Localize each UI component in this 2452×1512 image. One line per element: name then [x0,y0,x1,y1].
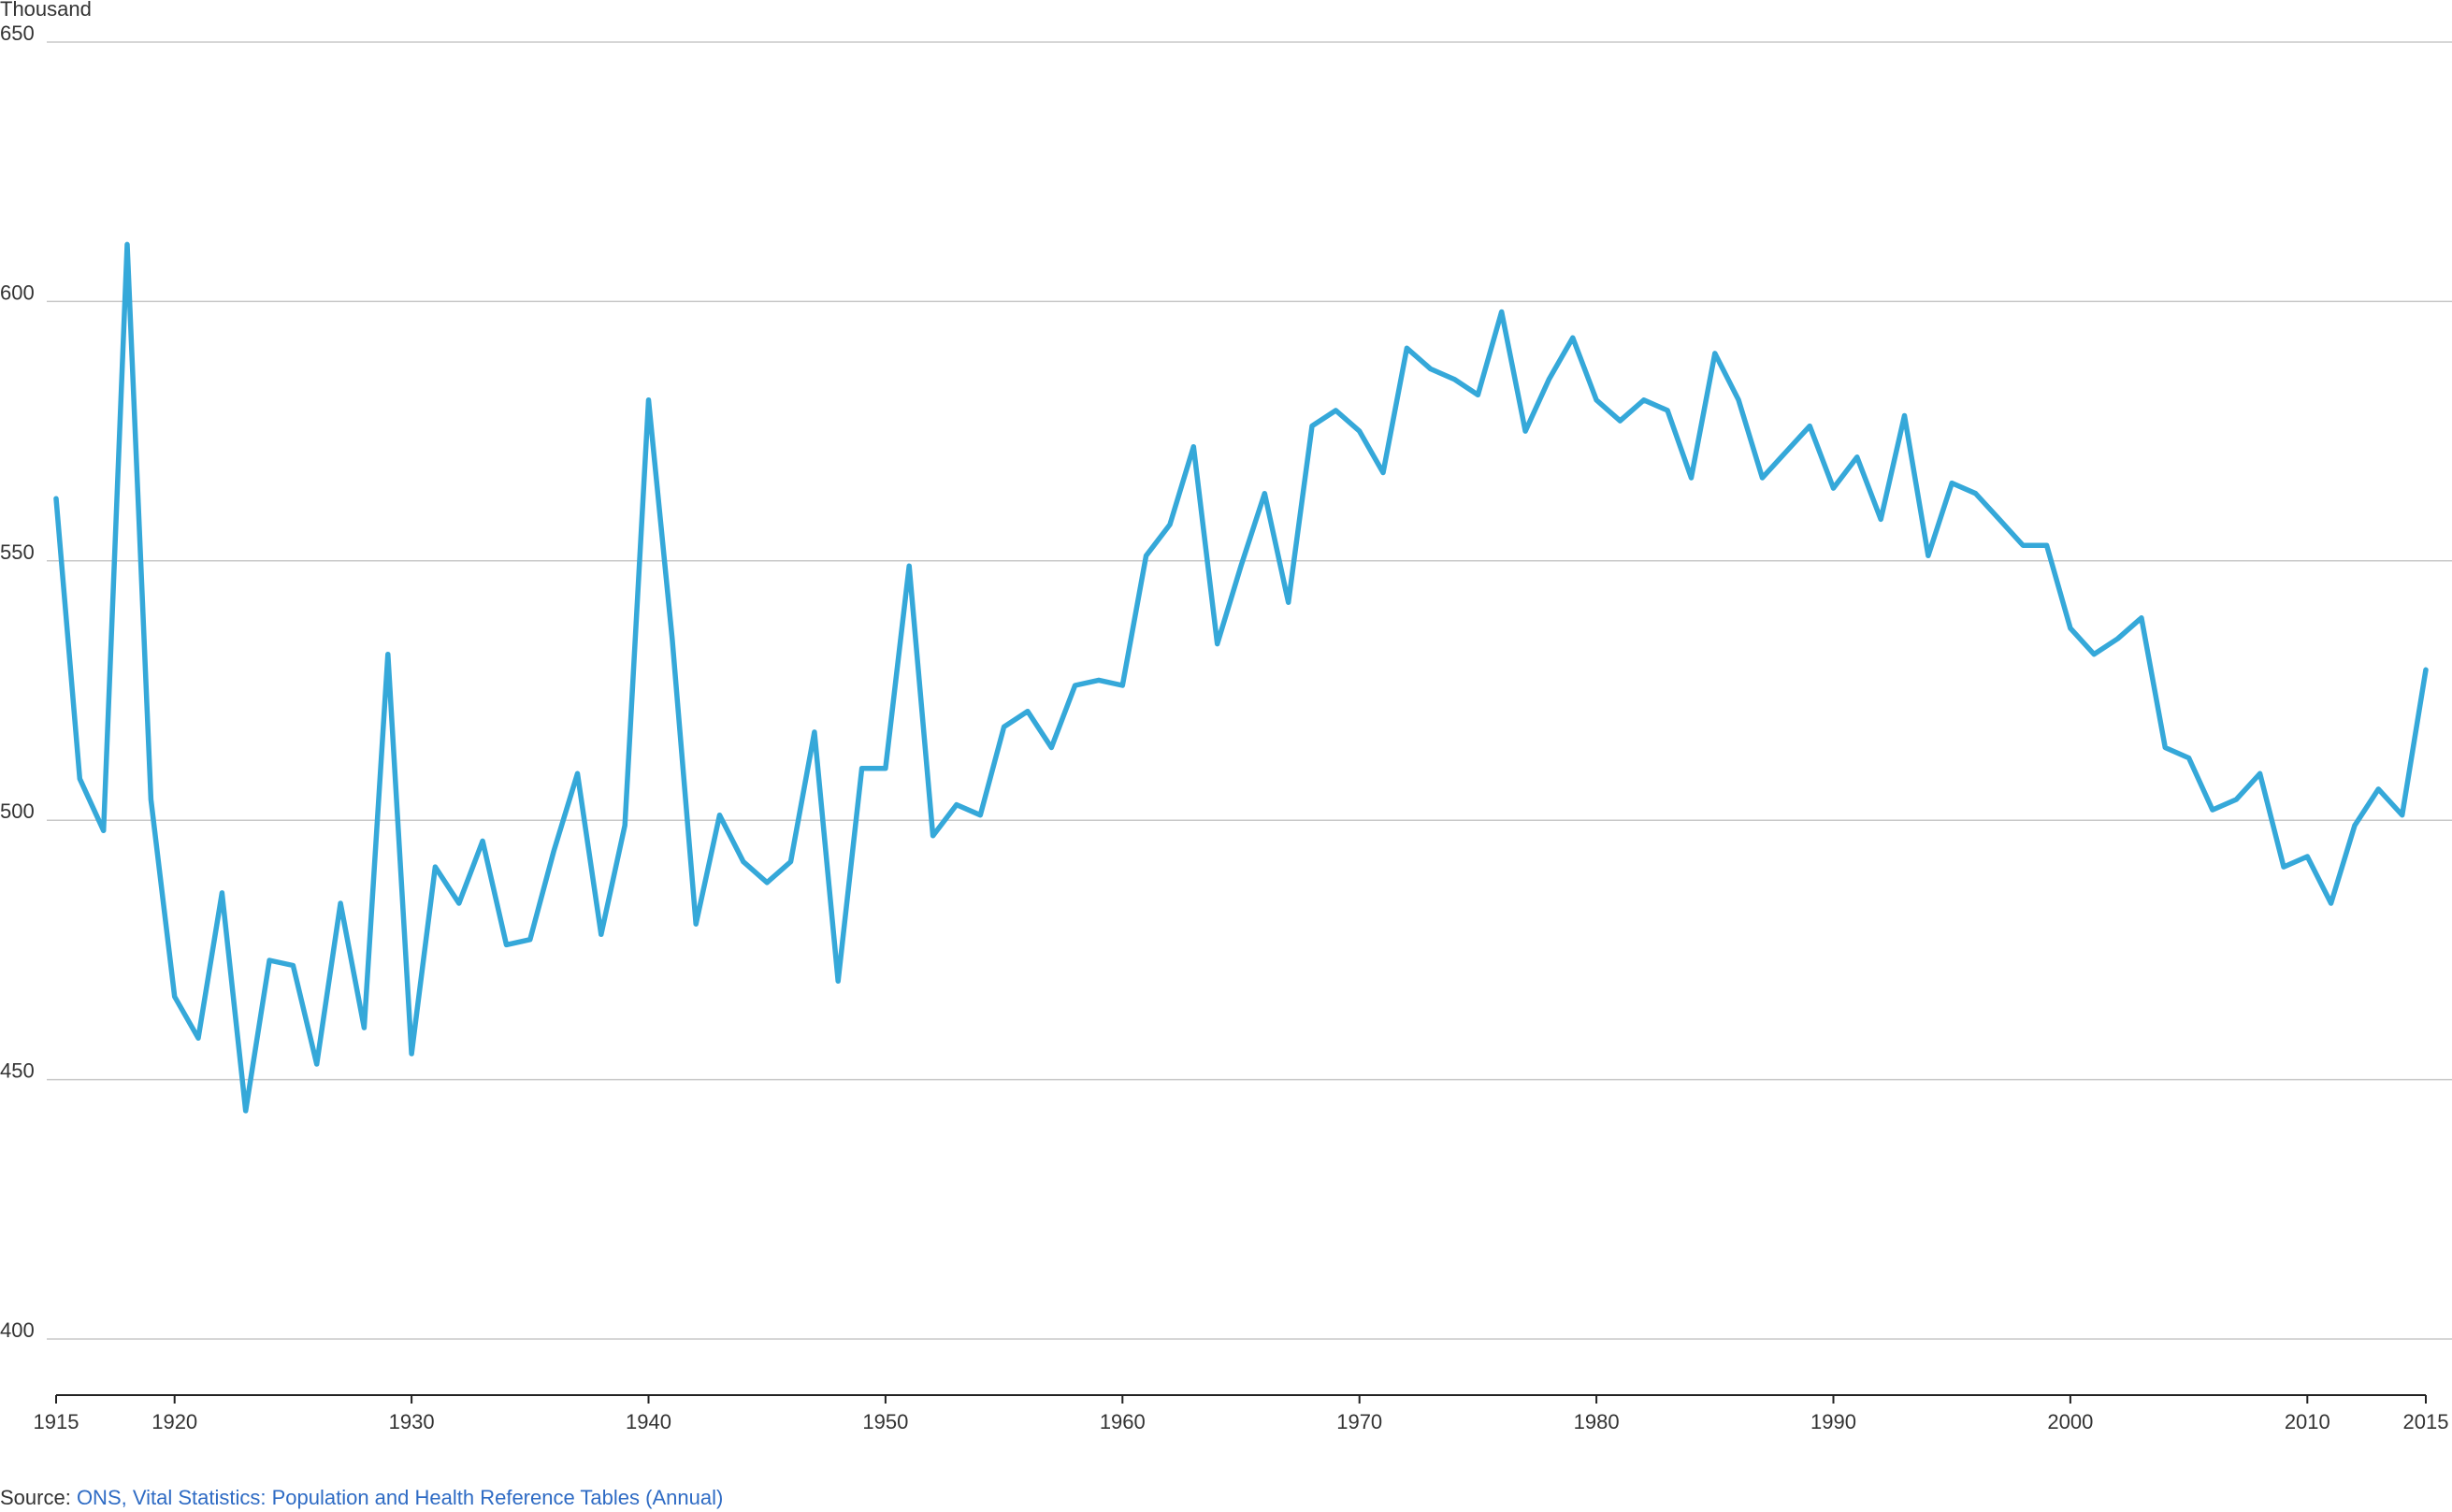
gridlines [47,41,2452,1340]
source-prefix: Source: [0,1486,77,1509]
x-tick-label: 1970 [1336,1410,1382,1433]
y-tick-label: 500 [0,799,35,823]
series-layer [53,241,2429,1114]
x-tick-label: 1915 [34,1410,79,1433]
series-line [53,241,2429,1114]
source-note: Source: ONS, Vital Statistics: Populatio… [0,1485,723,1511]
y-axis-tick-labels: 400 450 500 550 600 650 [0,22,35,1342]
y-tick-label: 650 [0,22,35,45]
y-tick-label: 600 [0,281,35,304]
y-axis-unit-label: Thousand [0,0,92,21]
x-tick-label: 1950 [862,1410,908,1433]
x-tick-label: 2000 [2047,1410,2093,1433]
x-tick-label: 1930 [389,1410,435,1433]
y-tick-label: 550 [0,540,35,564]
x-tick-label: 2010 [2285,1410,2330,1433]
y-tick-label: 400 [0,1318,35,1342]
x-tick-label: 1940 [626,1410,671,1433]
x-axis: 1915 1920 1930 1940 1950 1960 1970 1980 1990 2000… [34,1394,2449,1433]
source-link[interactable]: ONS, Vital Statistics: Population and He… [76,1486,724,1509]
x-tick-label: 2015 [2403,1410,2449,1433]
x-tick-label: 1920 [151,1410,197,1433]
y-tick-label: 450 [0,1059,35,1083]
x-tick-label: 1960 [1100,1410,1146,1433]
x-tick-label: 1990 [1810,1410,1856,1433]
x-tick-label: 1980 [1574,1410,1620,1433]
